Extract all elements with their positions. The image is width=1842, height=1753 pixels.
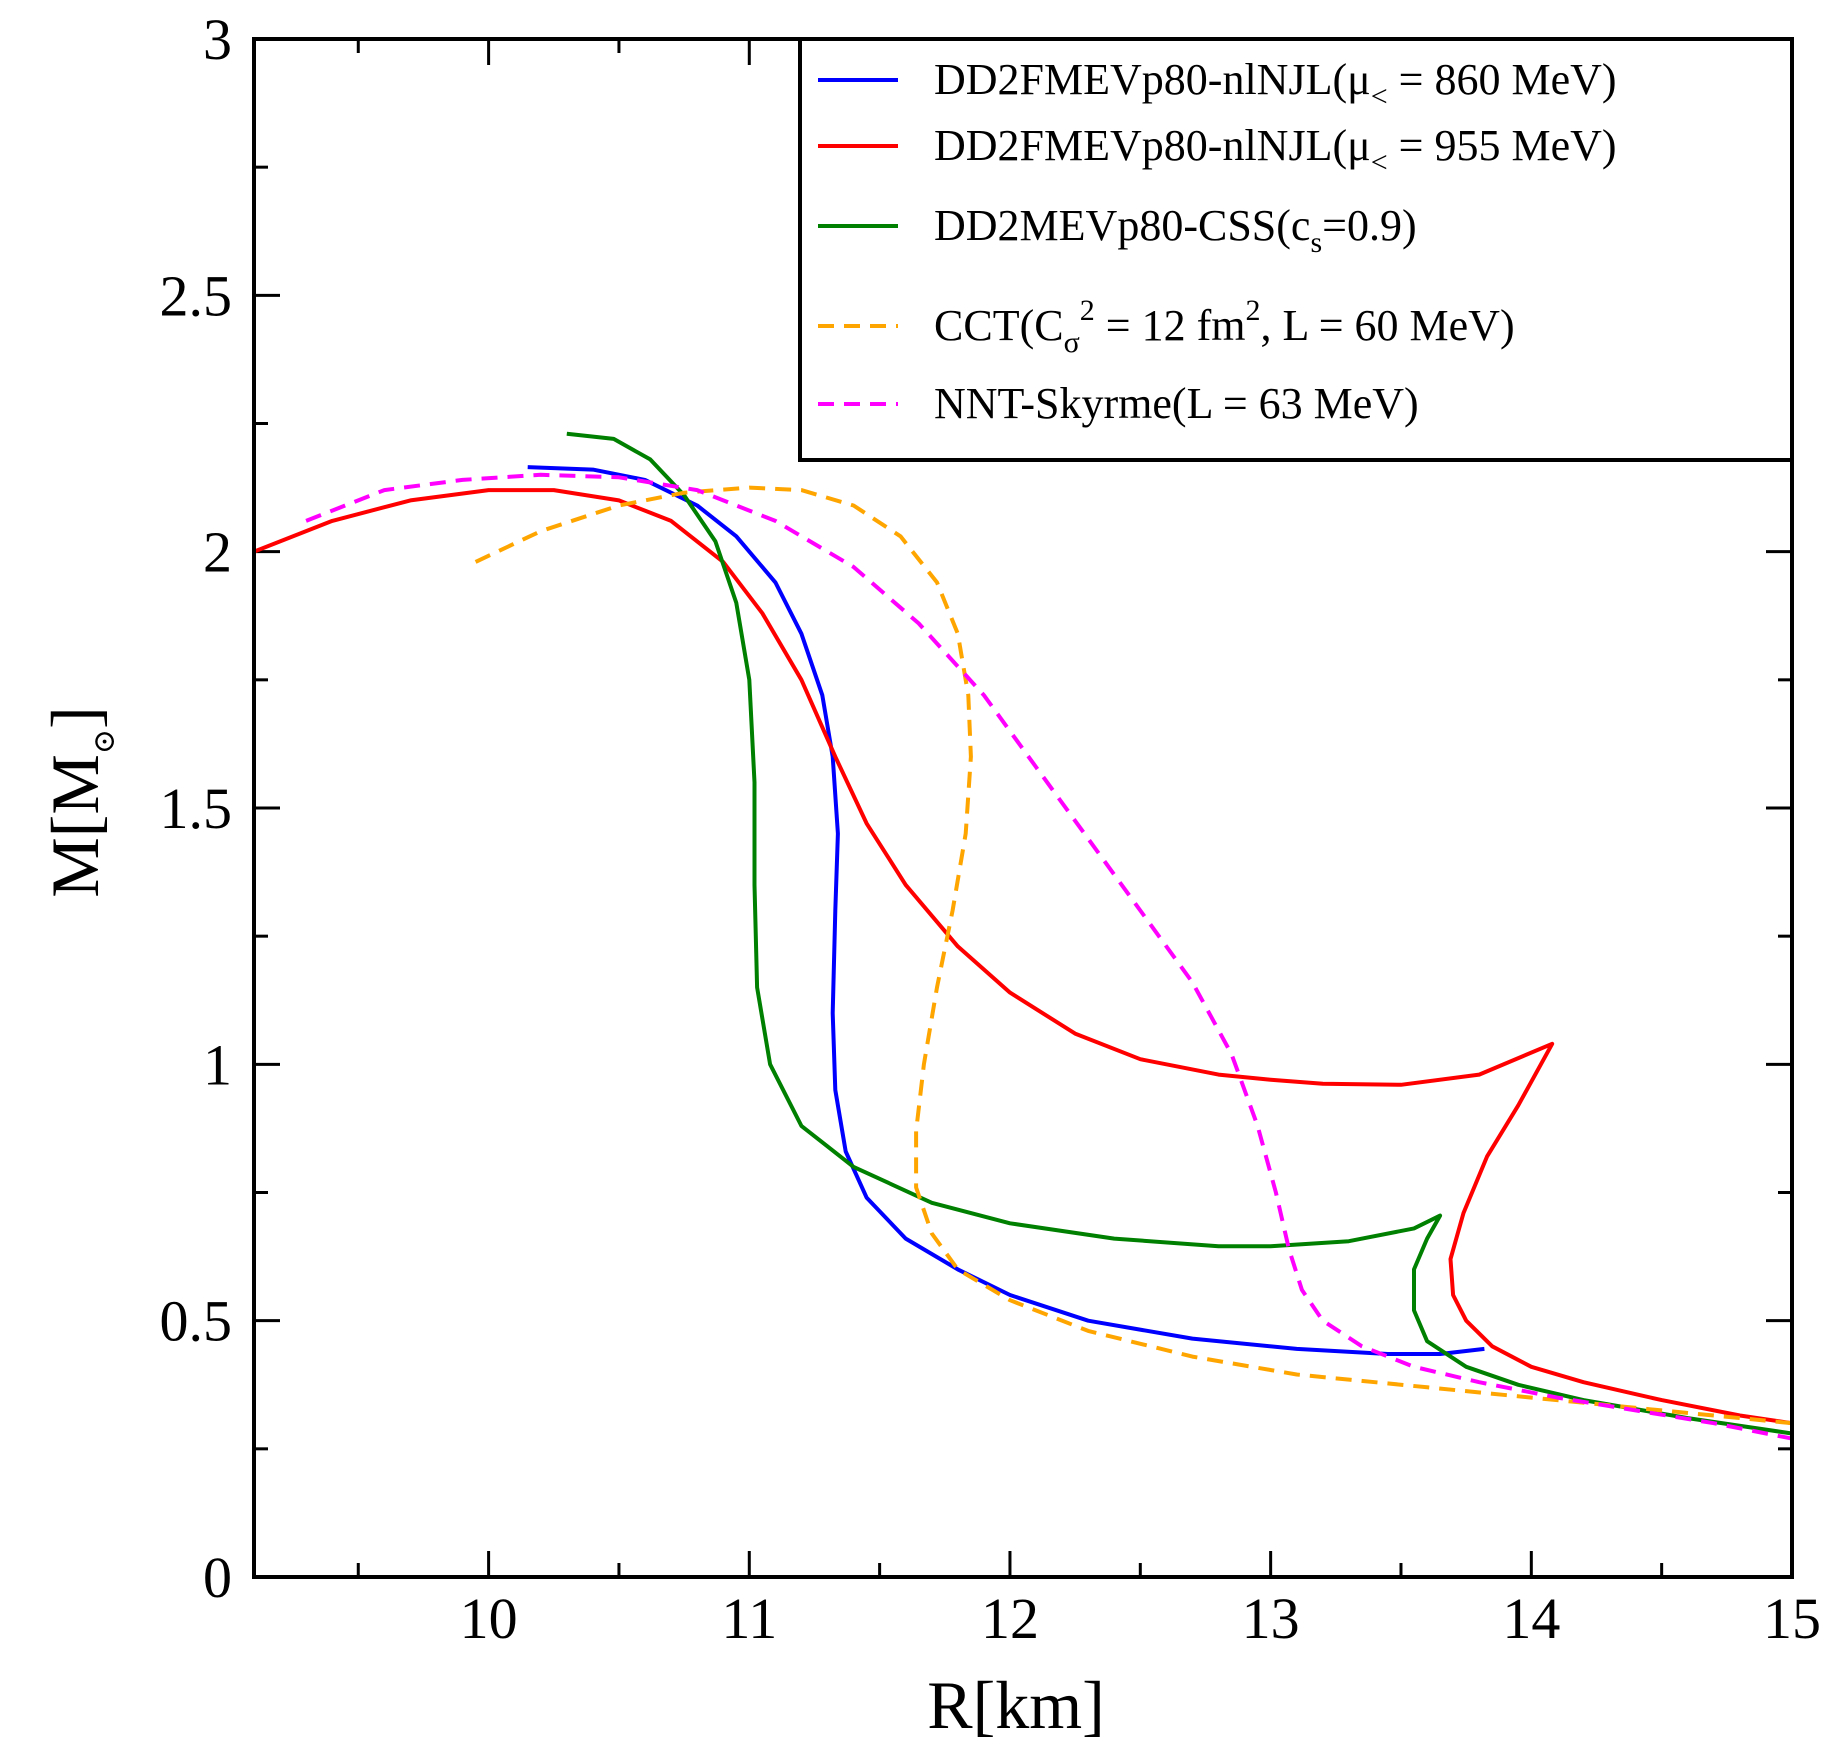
legend-label-1: DD2FMEVp80-nlNJL(μ< = 860 MeV) [934,55,1617,113]
x-tick-label: 14 [1502,1586,1560,1651]
legend: DD2FMEVp80-nlNJL(μ< = 860 MeV) DD2FMEVp80… [798,37,1794,462]
y-tick-label: 0.5 [160,1289,233,1354]
y-tick-label: 2.5 [160,263,233,328]
legend-label-2: DD2FMEVp80-nlNJL(μ< = 955 MeV) [934,121,1617,179]
y-tick-label: 2 [203,520,232,585]
legend-label-5: NNT-Skyrme(L = 63 MeV) [934,379,1419,428]
series-lines [253,431,1793,1441]
tick-labels: 10 11 12 13 14 15 0 0.5 1 1.5 2 2.5 3 [160,7,1822,1651]
x-tick-label: 12 [981,1586,1039,1651]
series-line-5 [305,472,1793,1441]
x-tick-label: 15 [1763,1586,1821,1651]
legend-label-4: CCT(Cσ2 = 12 fm2, L = 60 MeV) [934,294,1515,359]
x-axis-label: R[km] [927,1667,1105,1743]
y-tick-label: 0 [203,1545,232,1610]
legend-box [798,37,1794,462]
x-tick-label: 10 [460,1586,518,1651]
x-tick-label: 13 [1242,1586,1300,1651]
y-tick-label: 3 [203,7,232,72]
y-tick-label: 1 [203,1032,232,1097]
series-line-3 [566,431,1793,1436]
series-line-1 [527,465,1485,1356]
series-line-2 [253,488,1793,1426]
x-tick-label: 11 [721,1586,777,1651]
y-tick-label: 1.5 [160,776,233,841]
legend-label-3: DD2MEVp80-CSS(cs=0.9) [934,201,1417,259]
series-line-4 [474,485,1793,1426]
y-axis-label: M[M⊙] [37,706,121,897]
